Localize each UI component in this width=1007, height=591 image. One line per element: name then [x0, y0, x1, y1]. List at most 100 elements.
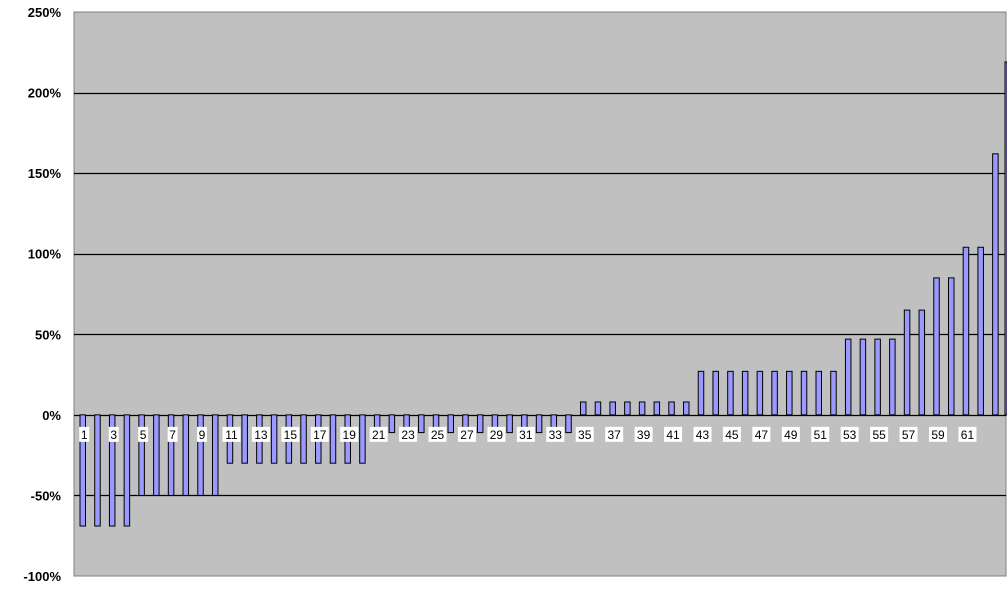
x-tick-label: 51 [814, 428, 828, 442]
bar [1004, 61, 1007, 416]
bar [977, 246, 984, 416]
bar [683, 401, 690, 416]
x-tick: 21 [369, 426, 388, 442]
bar [874, 338, 881, 416]
x-tick: 33 [546, 426, 565, 442]
x-tick-box [899, 426, 918, 442]
bar [94, 414, 101, 527]
x-tick: 41 [664, 426, 683, 442]
bar [329, 414, 337, 464]
x-tick: 5 [138, 426, 149, 442]
x-tick-box [781, 426, 800, 442]
x-tick-label: 37 [607, 428, 621, 442]
x-tick-box [340, 426, 359, 442]
bar [830, 370, 837, 416]
x-tick-box [222, 426, 241, 442]
x-tick: 29 [487, 426, 506, 442]
x-tick: 25 [428, 426, 447, 442]
bar [388, 414, 396, 434]
bar [270, 414, 278, 464]
bar [933, 277, 940, 416]
bar [609, 401, 616, 416]
y-tick-label: 100% [28, 247, 62, 262]
x-tick-label: 13 [254, 428, 268, 442]
bar [786, 370, 793, 416]
x-tick-box [79, 426, 90, 442]
x-tick: 53 [840, 426, 859, 442]
bar [565, 414, 572, 434]
x-tick-box [840, 426, 859, 442]
y-tick-label: -100% [23, 569, 61, 584]
bar [727, 370, 734, 416]
x-tick-label: 53 [843, 428, 857, 442]
y-tick-label: 50% [35, 327, 61, 342]
x-tick-box [546, 426, 565, 442]
x-tick: 59 [929, 426, 948, 442]
x-tick: 35 [575, 426, 594, 442]
x-tick-box [664, 426, 683, 442]
x-tick-label: 25 [431, 428, 445, 442]
x-tick-label: 61 [961, 428, 975, 442]
x-tick-label: 21 [372, 428, 386, 442]
x-tick-label: 9 [199, 428, 206, 442]
bar [197, 414, 204, 496]
bar [535, 414, 543, 434]
bar [300, 414, 307, 464]
x-tick-box [251, 426, 270, 442]
bar [697, 370, 705, 416]
bar [653, 401, 661, 416]
bar [741, 370, 749, 416]
x-tick-label: 27 [460, 428, 474, 442]
bar [859, 338, 867, 416]
bar [153, 414, 160, 496]
x-tick: 39 [634, 426, 653, 442]
x-tick-label: 45 [725, 428, 739, 442]
plot-area [73, 11, 1007, 577]
x-tick-box [693, 426, 712, 442]
x-tick: 3 [108, 426, 119, 442]
x-tick-label: 23 [401, 428, 415, 442]
bar [79, 414, 86, 527]
bar [962, 246, 970, 416]
x-tick: 11 [222, 426, 241, 442]
y-tick-label: -50% [31, 488, 62, 503]
x-tick-label: 39 [637, 428, 651, 442]
x-tick-box [811, 426, 830, 442]
x-tick-box [369, 426, 388, 442]
x-tick: 23 [399, 426, 418, 442]
bar [903, 309, 911, 416]
bar [476, 414, 484, 434]
x-tick: 47 [752, 426, 771, 442]
x-tick-label: 47 [755, 428, 769, 442]
x-tick: 19 [340, 426, 359, 442]
bar [182, 414, 190, 496]
x-tick-box [138, 426, 149, 442]
x-tick-label: 49 [784, 428, 798, 442]
x-tick-label: 19 [343, 428, 357, 442]
y-tick-labels: 250% 200% 150% 100% 50% 0% -50% -100% [23, 5, 61, 584]
x-tick-box [634, 426, 653, 442]
x-tick: 45 [722, 426, 741, 442]
bar [771, 370, 778, 416]
bar [506, 414, 513, 434]
x-tick-box [428, 426, 447, 442]
x-tick: 49 [781, 426, 800, 442]
x-tick-box [575, 426, 594, 442]
x-tick-label: 43 [696, 428, 710, 442]
x-tick-box [167, 426, 178, 442]
bar [992, 153, 999, 416]
bar [594, 401, 602, 416]
bar [123, 414, 131, 527]
x-tick-label: 33 [549, 428, 563, 442]
x-tick: 9 [197, 426, 208, 442]
x-tick: 17 [310, 426, 329, 442]
x-tick-label: 57 [902, 428, 916, 442]
x-tick-box [516, 426, 535, 442]
x-tick-label: 31 [519, 428, 533, 442]
bar [947, 277, 955, 416]
x-tick-label: 7 [169, 428, 176, 442]
bar [108, 414, 116, 527]
x-tick-box [722, 426, 741, 442]
